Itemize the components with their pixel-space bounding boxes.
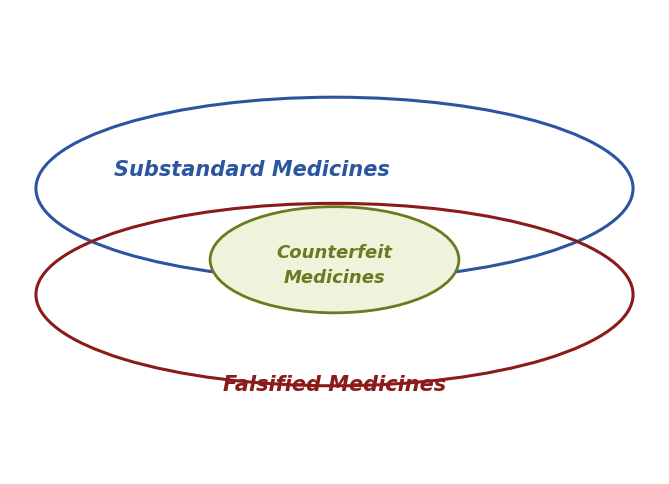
- Text: Counterfeit
Medicines: Counterfeit Medicines: [276, 244, 393, 287]
- Ellipse shape: [210, 207, 459, 313]
- Text: Substandard Medicines: Substandard Medicines: [114, 159, 389, 179]
- Text: Falsified Medicines: Falsified Medicines: [223, 374, 446, 394]
